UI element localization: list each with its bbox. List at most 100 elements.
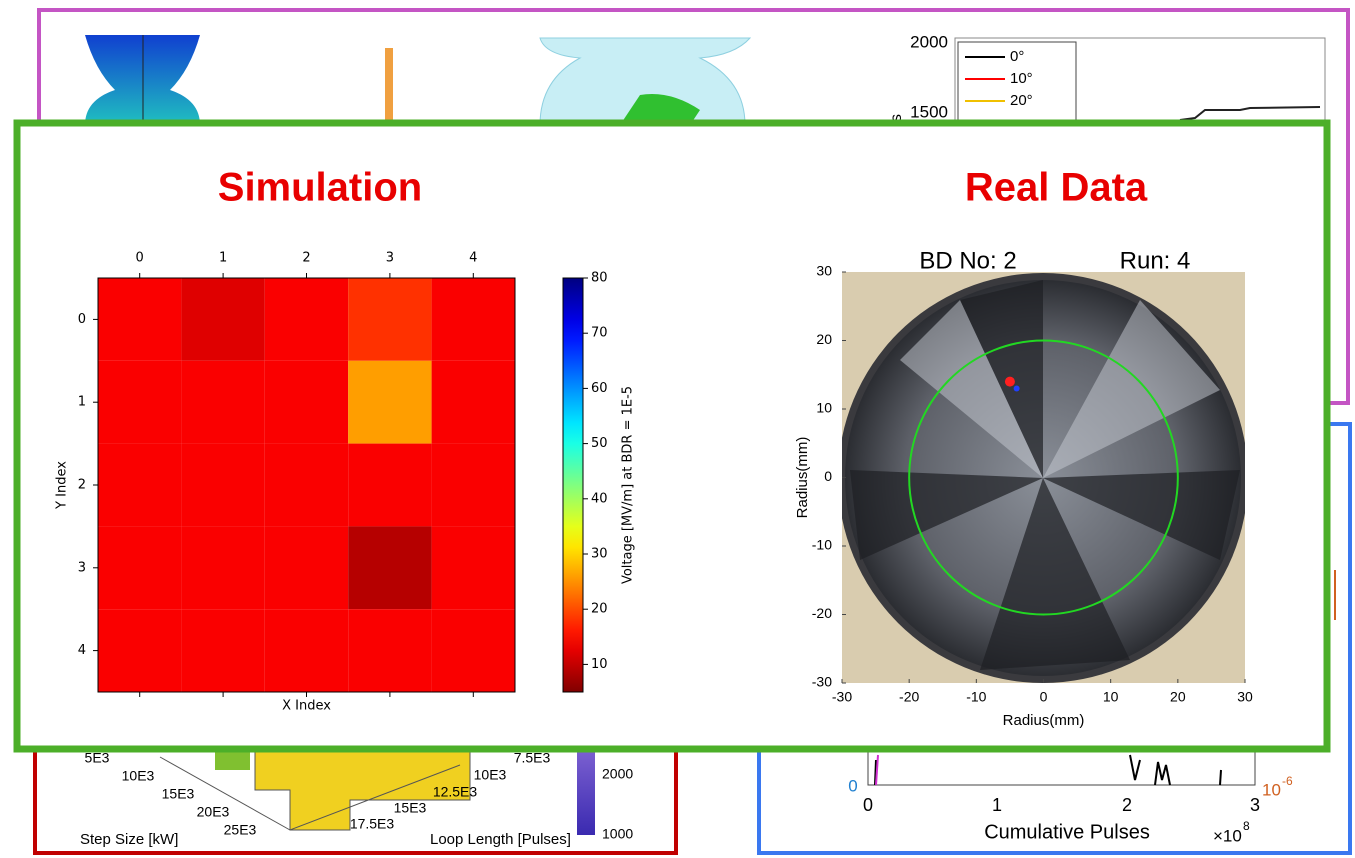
colorbar-tick-label: 20	[591, 602, 608, 617]
y-tick-label: 0	[824, 468, 832, 484]
tick-label: 12.5E3	[433, 784, 478, 800]
tick-label: 17.5E3	[350, 816, 395, 832]
chart-title: Real Data	[965, 166, 1148, 210]
x-tick-label: 30	[1237, 689, 1253, 705]
heatmap-cell	[432, 609, 515, 692]
legend-label: 0°	[1010, 48, 1024, 65]
heatmap-cell	[98, 361, 181, 444]
y-axis-label: Y Index	[55, 461, 70, 510]
y-tick-label: 1	[78, 395, 86, 410]
heatmap-cell	[432, 444, 515, 527]
colorbar-label: Voltage [MV/m] at BDR = 1E-5	[621, 386, 636, 584]
y-tick-label: 3	[78, 560, 86, 575]
multiplier: ×10	[1213, 826, 1242, 845]
photo	[838, 272, 1248, 683]
page: 2000 1500 s 0°10°20° 0123 Cumulative Pul…	[0, 0, 1355, 858]
legend-label: 20°	[1010, 92, 1033, 109]
colorbar-tick-label: 1000	[602, 826, 633, 842]
x-tick-label: 4	[469, 251, 477, 266]
heatmap-cell	[265, 278, 348, 361]
chart-title: Simulation	[218, 166, 422, 210]
colorbar-tick-label: 50	[591, 436, 608, 451]
heatmap-cell	[98, 609, 181, 692]
heatmap-cell	[348, 444, 431, 527]
x-tick-label: -20	[899, 689, 919, 705]
x-tick-label: -10	[966, 689, 986, 705]
colorbar-tick-label: 10	[591, 657, 608, 672]
heatmap-cell	[181, 609, 264, 692]
y-tick-label: -30	[812, 674, 832, 690]
y-tick-label: -20	[812, 605, 832, 621]
bar-3d	[215, 752, 250, 770]
slide: 2000 1500 s 0°10°20° 0123 Cumulative Pul…	[0, 0, 1355, 858]
x-axis-label: Radius(mm)	[1003, 712, 1085, 729]
colorbar-tick-label: 40	[591, 491, 608, 506]
right-axis-label: 10	[1262, 780, 1281, 799]
x-tick-label: 1	[219, 251, 227, 266]
heatmap-cell	[432, 526, 515, 609]
colorbar-tick-label: 60	[591, 381, 608, 396]
right-axis-exponent: -6	[1282, 774, 1293, 788]
y-tick-label: 4	[78, 643, 86, 658]
axis-label: Loop Length [Pulses]	[430, 831, 571, 848]
axis-label: Step Size [kW]	[80, 831, 178, 848]
x-tick-label: 0	[1040, 689, 1048, 705]
y-tick-label: -10	[812, 537, 832, 553]
tick-label: 20E3	[197, 804, 230, 820]
colorbar	[563, 278, 583, 692]
colorbar-tick-label: 70	[591, 326, 608, 341]
mini-colorbar	[385, 48, 393, 123]
heatmap-cell	[265, 526, 348, 609]
heatmap-cell	[98, 278, 181, 361]
x-tick-label: 10	[1103, 689, 1119, 705]
chart-subtitle: BD No: 2	[919, 247, 1016, 274]
left-tick-label: 0	[848, 776, 857, 795]
y-tick-label: 30	[816, 263, 832, 279]
x-tick-label: 1	[992, 795, 1002, 815]
heatmap-cell	[265, 361, 348, 444]
heatmap-cell	[98, 444, 181, 527]
x-tick-label: 3	[1250, 795, 1260, 815]
x-tick-label: 2	[1122, 795, 1132, 815]
heatmap-cell	[348, 609, 431, 692]
tick-label: 15E3	[162, 786, 195, 802]
heatmap-cell	[265, 444, 348, 527]
y-tick-label: 2000	[910, 32, 948, 51]
heatmap-cell	[98, 526, 181, 609]
y-tick-label: 1500	[910, 102, 948, 121]
point	[1014, 385, 1020, 391]
x-tick-label: 0	[136, 251, 144, 266]
mini-colorbar	[577, 752, 595, 835]
y-axis-label: Radius(mm)	[794, 437, 811, 519]
heatmap-cell	[265, 609, 348, 692]
tick-label: 10E3	[474, 767, 507, 783]
heatmap-cell	[348, 526, 431, 609]
tick-label: 15E3	[394, 800, 427, 816]
heatmap-cell	[432, 361, 515, 444]
legend-label: 10°	[1010, 70, 1033, 87]
y-tick-label: 20	[816, 331, 832, 347]
x-tick-label: 20	[1170, 689, 1186, 705]
x-tick-label: 3	[386, 251, 394, 266]
colorbar-tick-label: 2000	[602, 766, 633, 782]
heatmap-cell	[181, 361, 264, 444]
heatmap-cell	[348, 278, 431, 361]
y-tick-label: 0	[78, 312, 86, 327]
heatmap-cell	[348, 361, 431, 444]
colorbar-tick-label: 80	[591, 271, 608, 286]
colorbar-tick-label: 30	[591, 547, 608, 562]
y-tick-label: 10	[816, 400, 832, 416]
point	[1005, 377, 1015, 387]
y-tick-label: 2	[78, 478, 86, 493]
heatmap-cell	[432, 278, 515, 361]
tick-label: 10E3	[122, 768, 155, 784]
x-tick-label: 2	[302, 251, 310, 266]
x-axis-label: Cumulative Pulses	[984, 821, 1150, 843]
x-tick-label: 0	[863, 795, 873, 815]
heatmap-cell	[181, 444, 264, 527]
heatmap-cell	[181, 526, 264, 609]
multiplier-exponent: 8	[1243, 819, 1250, 833]
x-tick-label: -30	[832, 689, 852, 705]
tick-label: 25E3	[224, 822, 257, 838]
